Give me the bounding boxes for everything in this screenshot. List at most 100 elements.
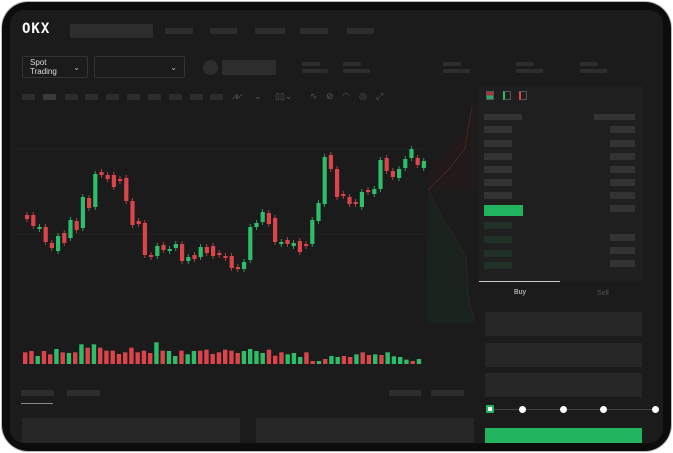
volume-bar (66, 353, 72, 364)
volume-bar (266, 349, 272, 364)
ask-size (610, 153, 635, 160)
candle (56, 236, 61, 251)
slider-handle[interactable] (486, 405, 494, 413)
volume-bar (310, 361, 315, 364)
volume-bar (229, 350, 234, 364)
volume-bar (48, 354, 53, 364)
bid-price (484, 250, 512, 257)
candle (397, 169, 402, 178)
stat-label (516, 62, 534, 66)
candle (37, 227, 42, 229)
timeframe-button[interactable] (127, 94, 140, 100)
candle (390, 171, 395, 177)
search-bar[interactable] (70, 24, 153, 38)
pair-dropdown[interactable]: ⌄ (94, 56, 185, 78)
settings-icon[interactable]: ◎ (359, 91, 367, 101)
nav-item[interactable] (255, 28, 285, 34)
volume-bar (323, 359, 328, 364)
ask-price (484, 179, 512, 186)
volume-bar (41, 351, 47, 364)
bid-price (484, 262, 512, 269)
indicator-icon[interactable]: ⩘⩗ (232, 91, 243, 101)
timeframe-button[interactable] (106, 94, 119, 100)
slider-step[interactable] (519, 406, 526, 413)
volume-bar (285, 354, 290, 364)
tab-order-history[interactable] (67, 390, 100, 396)
buy-submit-button[interactable] (485, 428, 642, 443)
dropdown-label: Spot Trading (30, 58, 57, 76)
trading-screen: OKX Spot Trading ⌄ ⌄ ⩘⩗ ⌄ ▯▯⌄ ∿ ⊘ ◠ ◎ ⤢ (10, 10, 663, 443)
timeframe-button[interactable] (65, 94, 78, 100)
ask-size (610, 192, 635, 199)
fullscreen-icon[interactable]: ⤢ (376, 91, 384, 101)
amount-input[interactable] (485, 343, 642, 367)
volume-bar (191, 351, 197, 364)
candle (335, 169, 340, 197)
timeframe-button[interactable] (43, 94, 56, 100)
candle (359, 192, 364, 207)
candle (322, 157, 327, 204)
bottom-action[interactable] (389, 390, 421, 396)
volume-bar (160, 350, 165, 364)
candle (161, 245, 166, 250)
volume-bar (79, 344, 84, 364)
percent-slider[interactable] (486, 405, 659, 413)
candle (273, 218, 278, 242)
timeframe-button[interactable] (190, 94, 203, 100)
tab-open-orders[interactable] (21, 390, 54, 396)
stat-value (443, 69, 470, 73)
stat-label (343, 62, 361, 66)
candle (155, 246, 160, 256)
orderbook-both-icon[interactable] (486, 91, 494, 100)
timeframe-button[interactable] (210, 94, 223, 100)
volume-bar (241, 351, 247, 364)
nav-item[interactable] (210, 28, 237, 34)
volume-bar (35, 356, 40, 364)
candle-icon[interactable]: ▯▯⌄ (275, 91, 293, 101)
bid-size (610, 260, 635, 267)
candle (285, 240, 290, 244)
volume-bar (304, 352, 309, 364)
total-input[interactable] (485, 373, 642, 397)
candle (173, 244, 178, 248)
orderbook-bids-icon[interactable] (503, 91, 511, 100)
volume-bar (104, 350, 109, 364)
timeframe-button[interactable] (148, 94, 161, 100)
volume-bar (279, 352, 284, 364)
candle (229, 256, 234, 268)
timeframe-button[interactable] (22, 94, 35, 100)
timeframe-button[interactable] (169, 94, 182, 100)
nav-item[interactable] (300, 28, 328, 34)
line-tool-icon[interactable]: ∿ (310, 91, 318, 101)
buy-tab[interactable]: Buy (514, 289, 527, 296)
timeframe-button[interactable] (85, 94, 98, 100)
ruler-icon[interactable]: ⊘ (326, 91, 334, 101)
slider-step[interactable] (652, 406, 659, 413)
candle (266, 213, 271, 224)
candle (111, 175, 116, 187)
candle (149, 255, 154, 257)
volume-bar (260, 353, 265, 364)
orderbook-asks-icon[interactable] (519, 91, 527, 100)
candle (223, 256, 228, 258)
chart-type-icon[interactable]: ⌄ (254, 91, 262, 101)
volume-bar (60, 352, 65, 364)
price-input[interactable] (485, 312, 642, 336)
nav-item[interactable] (347, 28, 374, 34)
bottom-action[interactable] (431, 390, 464, 396)
candle (242, 262, 247, 269)
tab-underline (479, 281, 560, 282)
okx-logo[interactable]: OKX (22, 21, 51, 37)
slider-step[interactable] (600, 406, 607, 413)
price-chart[interactable] (10, 108, 480, 378)
camera-icon[interactable]: ◠ (342, 91, 350, 101)
volume-bar (85, 347, 90, 364)
slider-step[interactable] (560, 406, 567, 413)
candle (136, 221, 141, 224)
volume-bar (416, 359, 422, 364)
volume-bar (410, 361, 415, 364)
sell-tab[interactable]: Sell (597, 290, 609, 297)
nav-item[interactable] (165, 28, 193, 34)
spot-trading-dropdown[interactable]: Spot Trading ⌄ (22, 56, 88, 78)
volume-bar (210, 354, 215, 364)
